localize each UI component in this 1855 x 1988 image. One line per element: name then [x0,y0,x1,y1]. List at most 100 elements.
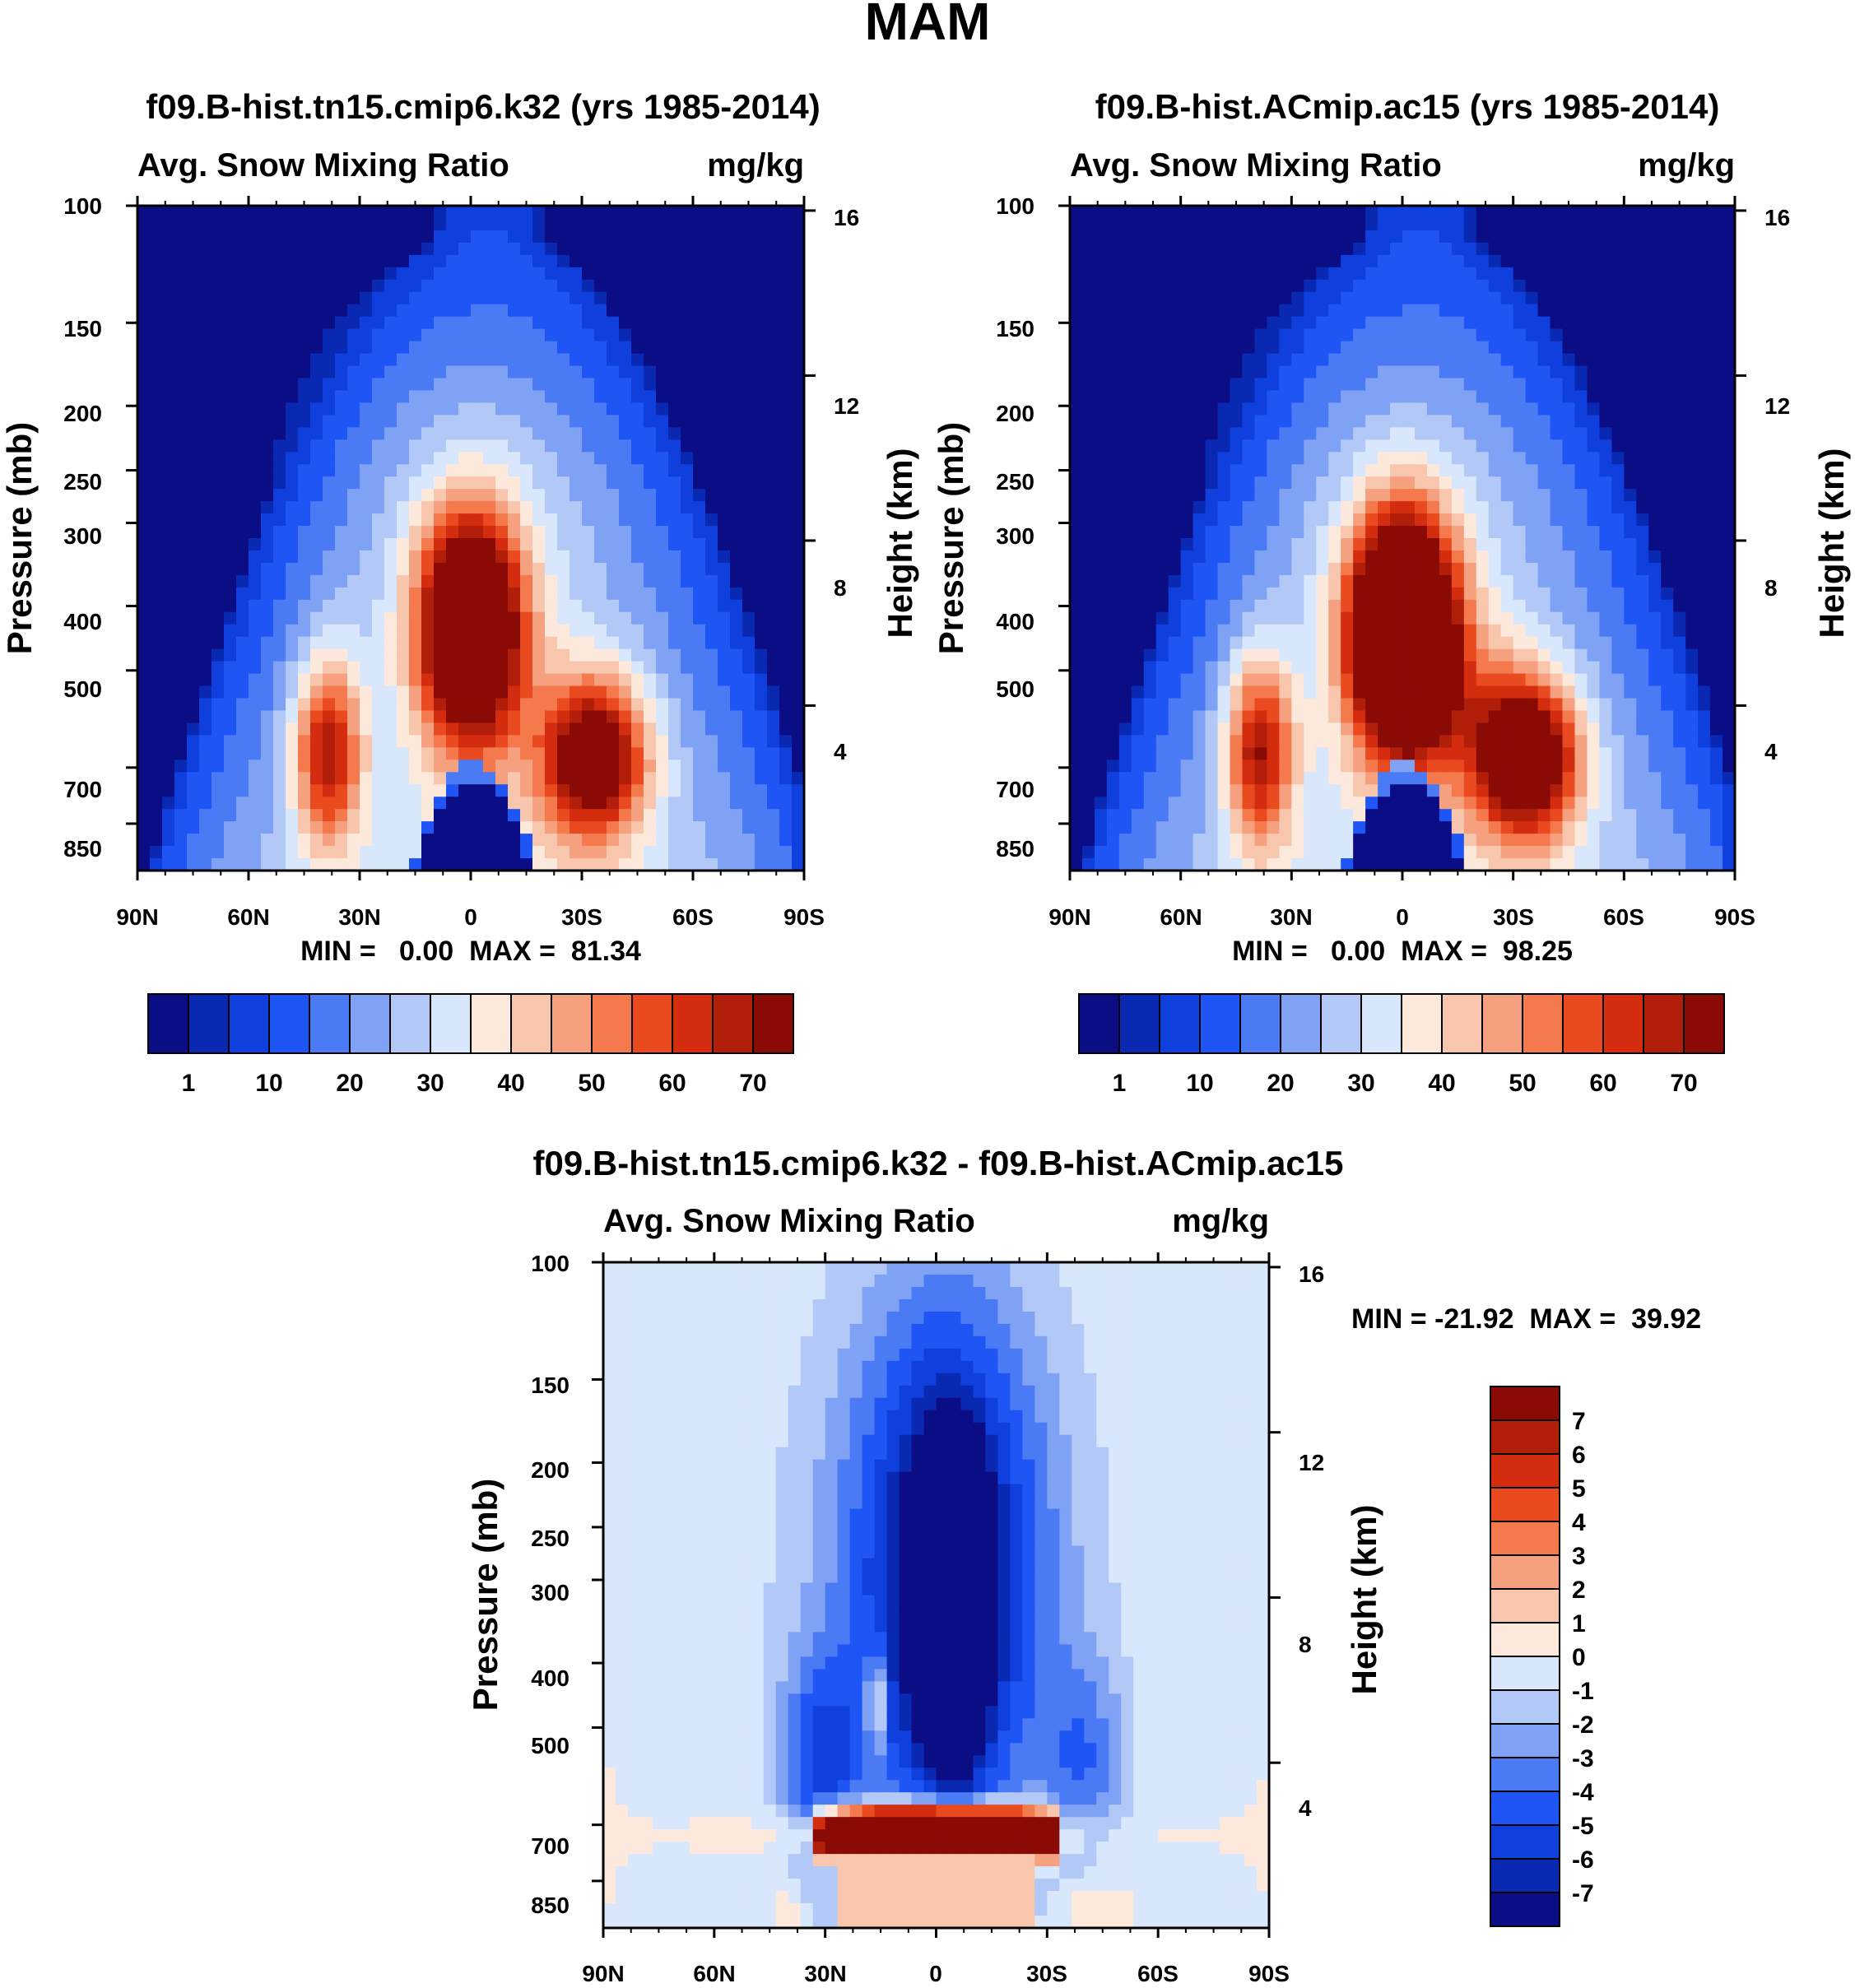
contour-cell [508,513,521,527]
contour-cell [1118,636,1132,650]
contour-cell [1316,562,1330,576]
y2-tick-label: 8 [834,575,847,601]
contour-cell [483,611,496,625]
contour-cell [137,834,151,847]
contour-cell [236,242,249,256]
contour-cell [681,291,694,305]
contour-cell [1254,476,1268,490]
contour-cell [1304,538,1318,551]
contour-cell [421,464,435,478]
contour-cell [718,464,731,478]
contour-cell [446,624,459,638]
contour-cell [1230,501,1244,514]
contour-cell [779,489,793,503]
contour-cell [1353,587,1367,601]
contour-cell [1673,415,1687,429]
contour-cell [335,538,348,551]
contour-cell [150,821,163,835]
contour-cell [187,316,200,330]
contour-cell [1488,611,1502,625]
contour-cell [360,661,373,675]
contour-cell [1525,513,1539,527]
contour-cell [1599,501,1613,514]
contour-cell [409,538,422,551]
contour-cell [397,267,410,281]
contour-cell [335,809,348,823]
contour-cell [557,772,570,786]
contour-cell [520,538,533,551]
contour-cell [1365,427,1378,441]
contour-cell [1685,489,1699,503]
contour-cell [347,611,360,625]
contour-cell [1205,439,1219,453]
contour-cell [236,685,249,699]
contour-cell [1118,217,1132,231]
contour-cell [1599,341,1613,355]
contour-cell [372,648,385,662]
contour-cell [767,735,780,749]
contour-cell [495,254,509,268]
contour-cell [137,464,151,478]
contour-cell [434,574,447,588]
contour-cell [681,415,694,429]
contour-cell [656,501,669,514]
contour-cell [335,365,348,379]
contour-cell [1217,489,1231,503]
contour-cell [1439,365,1453,379]
contour-cell [693,574,706,588]
contour-cell [742,526,755,539]
contour-cell [631,402,644,416]
contour-cell [446,821,459,835]
contour-cell [261,415,274,429]
contour-cell [236,735,249,749]
contour-cell [1328,316,1342,330]
contour-cell [1230,574,1244,588]
contour-cell [384,279,398,293]
contour-cell [323,809,336,823]
contour-cell [570,316,583,330]
contour-cell [1316,304,1330,318]
contour-cell [1587,587,1601,601]
contour-cell [582,230,595,244]
contour-cell [619,291,632,305]
contour-cell [1698,464,1711,478]
contour-cell [570,747,583,761]
contour-cell [335,673,348,687]
y2-tick-label: 12 [834,393,859,419]
contour-cell [742,415,755,429]
contour-cell [557,550,570,564]
contour-cell [495,834,509,847]
contour-cell [1254,279,1268,293]
contour-cell [508,304,521,318]
contour-cell [1180,427,1194,441]
contour-cell [1217,636,1231,650]
contour-cell [1155,439,1169,453]
contour-cell [236,636,249,650]
contour-cell [792,722,805,736]
contour-cell [458,279,472,293]
contour-cell [409,661,422,675]
contour-cell [1341,242,1355,256]
contour-cell [1155,452,1169,466]
contour-cell [1106,267,1120,281]
contour-cell [742,698,755,712]
contour-cell [1710,206,1723,219]
contour-cell [1106,279,1120,293]
contour-cell [162,685,175,699]
contour-cell [1476,242,1490,256]
contour-cell [446,476,459,490]
contour-cell [323,747,336,761]
contour-cell [718,772,731,786]
contour-cell [1488,279,1502,293]
contour-cell [1081,476,1095,490]
contour-cell [1599,254,1613,268]
contour-cell [224,759,237,773]
contour-cell [187,217,200,231]
contour-cell [1081,353,1095,367]
contour-cell [1192,427,1206,441]
contour-cell [656,661,669,675]
contour-cell [1341,390,1355,404]
contour-cell [730,526,743,539]
contour-cell [249,254,262,268]
